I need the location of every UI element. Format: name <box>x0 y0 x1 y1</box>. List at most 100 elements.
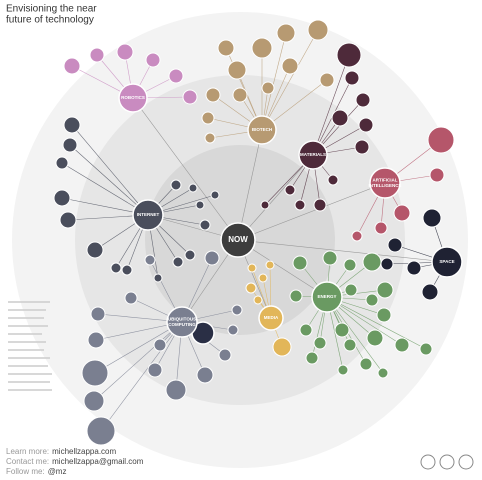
leaf-node <box>63 57 81 75</box>
leaf-node <box>210 190 220 200</box>
leaf-node <box>319 72 335 88</box>
hub-label: BIOTECH <box>252 127 272 132</box>
hub-node <box>166 306 198 338</box>
leaf-node <box>334 322 350 338</box>
leaf-node <box>168 68 184 84</box>
hub-node <box>311 281 343 313</box>
leaf-node <box>121 264 133 276</box>
leaf-node <box>376 281 394 299</box>
hub-node <box>298 140 328 170</box>
leaf-node <box>87 331 105 349</box>
hub-label: ARTIFICIAL <box>373 177 398 182</box>
leaf-link <box>71 124 149 216</box>
hub-link <box>237 239 448 263</box>
leaf-link <box>93 321 183 402</box>
leaf-node <box>427 126 455 154</box>
leaf-node <box>394 337 410 353</box>
hub-label: NOW <box>228 235 248 244</box>
leaf-node <box>170 179 182 191</box>
hub-node <box>132 199 164 231</box>
leaf-node <box>260 200 270 210</box>
leaf-node <box>313 336 327 350</box>
leaf-link <box>94 321 183 374</box>
hub-label: MATERIALS <box>300 152 326 157</box>
hub-node <box>247 115 277 145</box>
leaf-node <box>337 364 349 376</box>
leaf-node <box>355 92 371 108</box>
hub-label: COMPUTING <box>168 322 196 327</box>
leaf-node <box>232 87 248 103</box>
leaf-node <box>276 23 296 43</box>
footer-label: Follow me: <box>6 467 45 476</box>
title-line: Envisioning the near <box>6 4 97 15</box>
hub-label: INTERNET <box>137 212 160 217</box>
leaf-node <box>294 199 306 211</box>
leaf-node <box>380 257 394 271</box>
leaf-node <box>354 139 370 155</box>
leaf-node <box>366 329 384 347</box>
leaf-node <box>217 39 235 57</box>
leaf-node <box>327 174 339 186</box>
leaf-node <box>199 219 211 231</box>
leaf-node <box>359 357 373 371</box>
leaf-node <box>387 237 403 253</box>
leaf-node <box>184 249 196 261</box>
hub-link <box>132 97 239 241</box>
leaf-node <box>331 109 349 127</box>
leaf-node <box>289 289 303 303</box>
leaf-node <box>336 42 362 68</box>
hub-label: SPACE <box>439 259 454 264</box>
leaf-link <box>312 54 350 156</box>
leaf-link <box>326 296 427 350</box>
leaf-node <box>251 37 273 59</box>
footer-label: Contact me: <box>6 457 49 466</box>
leaf-node <box>231 304 243 316</box>
footer-line: Contact me: michellzappa@gmail.com <box>6 457 144 466</box>
leaf-node <box>344 283 358 297</box>
hub-link <box>237 154 314 241</box>
leaf-node <box>422 208 442 228</box>
footer-link[interactable]: michellzappa.com <box>52 447 116 456</box>
legend <box>8 301 52 391</box>
leaf-node <box>188 183 198 193</box>
leaf-node <box>261 81 275 95</box>
leaf-node <box>145 52 161 68</box>
leaf-node <box>374 221 388 235</box>
leaf-node <box>265 260 275 270</box>
leaf-node <box>362 252 382 272</box>
hub-node <box>258 305 284 331</box>
hub-node <box>220 222 256 258</box>
leaf-node <box>204 132 216 144</box>
leaf-link <box>61 162 149 216</box>
hub-link <box>237 182 386 241</box>
footer-link[interactable]: michellzappa@gmail.com <box>52 457 144 466</box>
leaf-node <box>227 324 239 336</box>
leaf-node <box>376 307 392 323</box>
leaf-node <box>62 137 78 153</box>
footer-link[interactable]: @mz <box>48 467 67 476</box>
leaf-node <box>53 189 71 207</box>
leaf-node <box>205 87 221 103</box>
leaf-node <box>59 211 77 229</box>
hub-label: ROBOTICS <box>121 95 145 100</box>
leaf-node <box>284 184 296 196</box>
leaf-node <box>272 337 292 357</box>
leaf-node <box>281 57 299 75</box>
leaf-node <box>147 362 163 378</box>
leaf-node <box>124 291 138 305</box>
hub-node <box>431 246 463 278</box>
leaf-link <box>69 144 149 216</box>
hub-label: INTELLIGENCE <box>368 183 401 188</box>
leaf-node <box>406 260 422 276</box>
leaf-node <box>218 348 232 362</box>
leaf-node <box>343 258 357 272</box>
leaf-node <box>307 19 329 41</box>
leaf-node <box>365 293 379 307</box>
leaf-node <box>196 366 214 384</box>
leaf-node <box>165 379 187 401</box>
hub-node <box>369 167 401 199</box>
leaf-node <box>153 338 167 352</box>
license-icons <box>420 454 474 470</box>
hub-label: UBIQUITOUS <box>168 316 196 321</box>
